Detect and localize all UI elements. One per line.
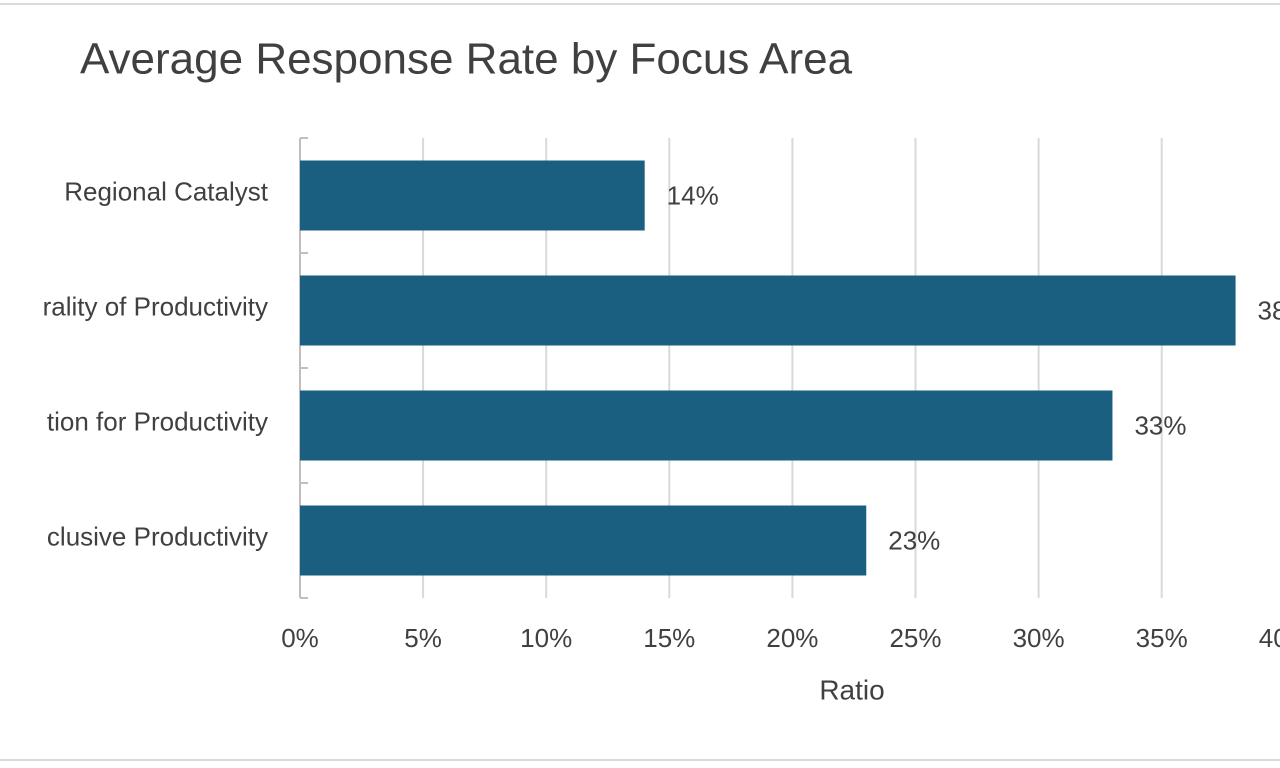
x-tick-label: 40% (1259, 623, 1280, 653)
y-tick-label: rality of Productivity (43, 291, 268, 321)
x-tick-label: 10% (520, 623, 572, 653)
data-label: 23% (888, 525, 940, 555)
bar (300, 390, 1113, 461)
x-tick-label: 30% (1013, 623, 1065, 653)
y-tick-label: clusive Productivity (47, 521, 268, 551)
data-label: 33% (1134, 410, 1186, 440)
y-tick-label: Regional Catalyst (64, 176, 269, 206)
x-tick-label: 20% (766, 623, 818, 653)
x-tick-label: 25% (889, 623, 941, 653)
x-tick-label: 35% (1136, 623, 1188, 653)
data-label: 14% (667, 180, 719, 210)
chart-title: Average Response Rate by Focus Area (80, 35, 853, 84)
bar (300, 275, 1236, 346)
x-axis-title: Ratio (819, 674, 884, 705)
data-label: 38% (1258, 295, 1280, 325)
bar (300, 505, 867, 576)
x-tick-label: 15% (643, 623, 695, 653)
y-tick-label: tion for Productivity (47, 406, 268, 436)
bar (300, 160, 645, 231)
x-tick-label: 0% (281, 623, 319, 653)
x-tick-label: 5% (404, 623, 442, 653)
